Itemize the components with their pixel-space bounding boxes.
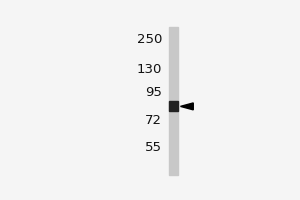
Text: 95: 95 [145,86,162,99]
Text: 55: 55 [145,141,162,154]
Text: 72: 72 [145,114,162,127]
Bar [169,101,178,111]
Text: 130: 130 [136,63,162,76]
Polygon shape [181,103,193,110]
Bar [169,27,178,175]
Text: 250: 250 [136,33,162,46]
